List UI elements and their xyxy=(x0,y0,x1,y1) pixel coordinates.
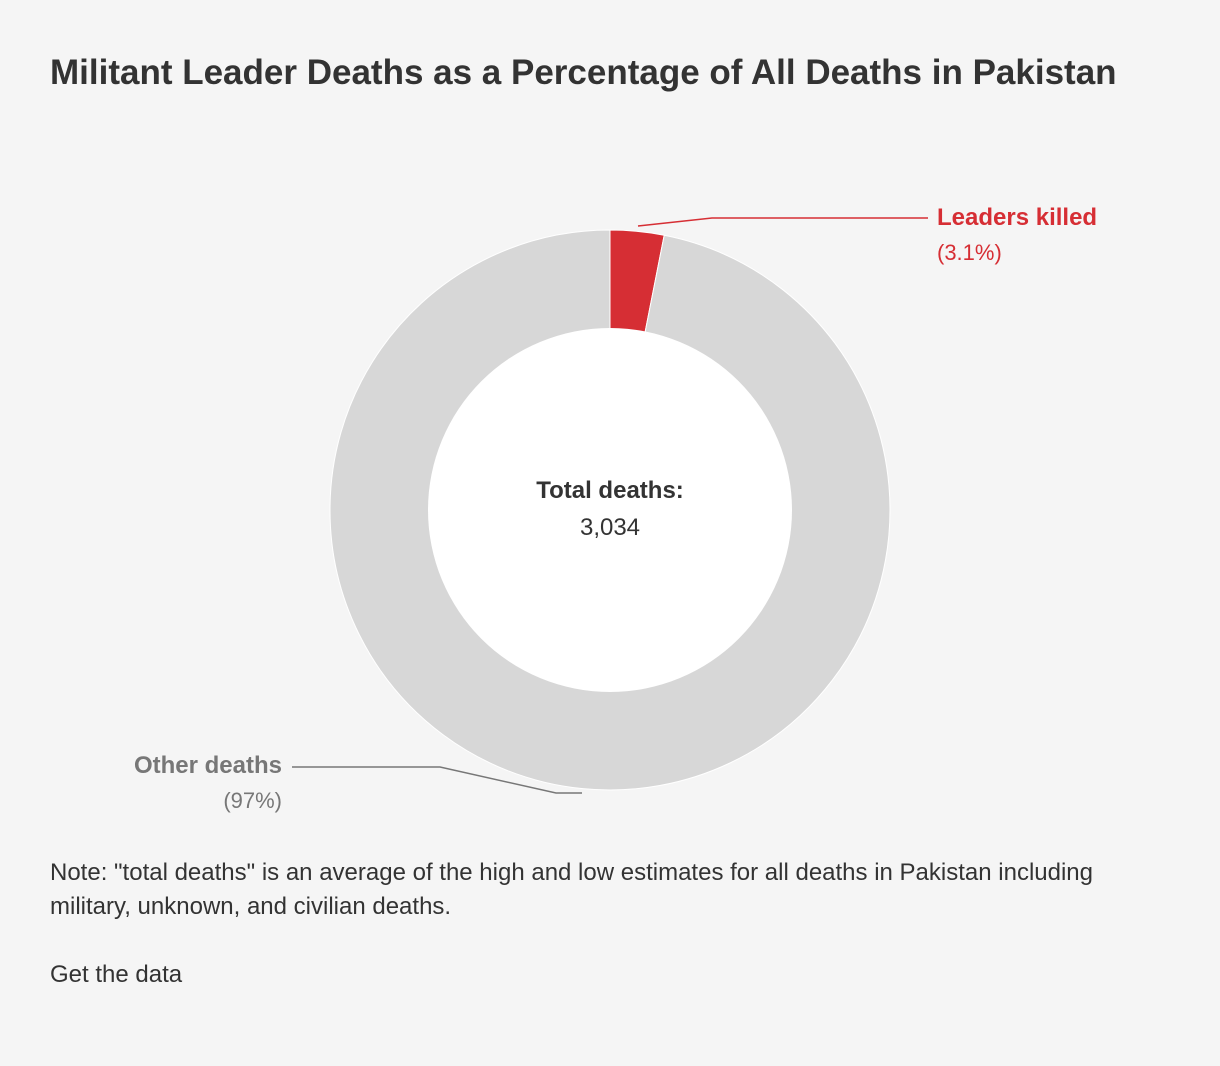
donut-hole xyxy=(428,328,792,692)
leaders-killed-percent: (3.1%) xyxy=(937,240,1002,265)
chart-note: Note: "total deaths" is an average of th… xyxy=(50,859,1093,920)
other-deaths-percent: (97%) xyxy=(223,788,282,813)
get-the-data-link[interactable]: Get the data xyxy=(50,961,183,988)
center-value: 3,034 xyxy=(580,514,640,541)
center-label: Total deaths: xyxy=(536,477,684,504)
other-deaths-label: Other deaths xyxy=(134,752,282,779)
leaders-killed-leader-line xyxy=(637,217,928,227)
other-deaths-leader-line xyxy=(292,766,582,794)
leaders-killed-label: Leaders killed xyxy=(937,204,1097,231)
chart-title: Militant Leader Deaths as a Percentage o… xyxy=(50,53,1117,92)
slice-other-deaths xyxy=(329,229,891,791)
